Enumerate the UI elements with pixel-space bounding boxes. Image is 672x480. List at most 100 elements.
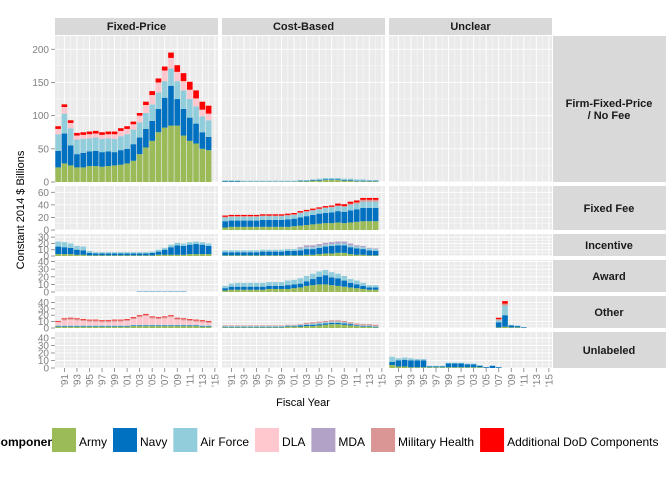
- bar-segment: [303, 249, 310, 255]
- bar-segment: [136, 325, 143, 327]
- bar-segment: [278, 282, 285, 286]
- bar-segment: [130, 324, 137, 326]
- legend-key: [371, 428, 396, 452]
- bar-segment: [266, 251, 272, 256]
- bar-segment: [168, 315, 174, 316]
- bar-segment: [316, 213, 322, 224]
- bar-segment: [278, 326, 285, 327]
- bar-segment: [186, 242, 193, 245]
- x-tick-label: '07: [160, 374, 171, 387]
- bar-segment: [80, 246, 87, 251]
- bar-segment: [341, 204, 348, 207]
- bar-segment: [228, 214, 235, 217]
- bar-segment: [341, 243, 348, 246]
- bar-segment: [174, 81, 181, 100]
- x-tick-label: '09: [173, 374, 184, 387]
- x-tick-label: '95: [252, 374, 263, 387]
- bar-segment: [92, 326, 99, 327]
- bar-segment: [199, 320, 206, 323]
- bar-segment: [174, 324, 181, 326]
- bar-segment: [266, 226, 272, 230]
- bar-segment: [130, 326, 137, 328]
- x-tick-label: '93: [72, 374, 83, 387]
- bar-segment: [347, 245, 354, 248]
- bar-segment: [149, 140, 155, 182]
- bar-segment: [86, 326, 93, 327]
- bar-segment: [186, 320, 193, 325]
- bar-segment: [228, 289, 235, 292]
- bar-segment: [111, 321, 118, 326]
- bar-segment: [322, 246, 329, 254]
- bar-segment: [433, 367, 439, 368]
- bar-segment: [67, 243, 74, 248]
- bar-segment: [464, 367, 471, 368]
- bar-segment: [259, 249, 266, 252]
- bar-segment: [149, 120, 155, 141]
- bar-segment: [80, 132, 87, 135]
- bar-segment: [124, 326, 130, 328]
- bar-segment: [61, 319, 68, 321]
- bar-segment: [111, 131, 118, 135]
- bar-segment: [222, 216, 228, 218]
- bar-segment: [193, 326, 199, 328]
- bar-segment: [366, 326, 373, 327]
- bar-segment: [272, 180, 279, 182]
- bar-segment: [341, 211, 348, 224]
- bar-segment: [285, 324, 291, 326]
- bar-segment: [99, 320, 105, 323]
- x-tick-label: '11: [185, 374, 196, 387]
- panel-background: [55, 332, 218, 368]
- bar-segment: [439, 365, 446, 367]
- bar-segment: [199, 132, 206, 149]
- bar-segment: [118, 252, 124, 254]
- bar-segment: [253, 252, 260, 256]
- row-strip: [553, 332, 666, 368]
- bar-segment: [366, 247, 373, 249]
- bar-segment: [291, 226, 297, 230]
- y-tick-label: 0: [43, 288, 49, 299]
- bar-segment: [335, 178, 341, 180]
- bar-segment: [74, 319, 80, 321]
- bar-segment: [508, 327, 515, 328]
- bar-segment: [228, 180, 235, 181]
- bar-segment: [408, 360, 414, 368]
- bar-segment: [401, 366, 408, 368]
- bar-segment: [285, 285, 291, 289]
- bar-segment: [322, 275, 329, 285]
- bar-segment: [193, 143, 199, 182]
- bar-segment: [353, 200, 360, 203]
- bar-segment: [452, 367, 458, 368]
- bar-segment: [347, 324, 354, 326]
- panel-background: [222, 332, 385, 368]
- bar-segment: [241, 325, 247, 327]
- bar-segment: [247, 252, 254, 256]
- bar-segment: [328, 253, 335, 256]
- bar-segment: [234, 214, 241, 217]
- bar-segment: [136, 137, 143, 155]
- bar-segment: [426, 366, 433, 368]
- bar-segment: [353, 323, 360, 325]
- bar-segment: [74, 325, 80, 327]
- bar-segment: [322, 213, 329, 224]
- bar-segment: [247, 214, 254, 217]
- bar-segment: [222, 181, 228, 182]
- bar-segment: [86, 321, 93, 326]
- bar-segment: [272, 288, 279, 292]
- x-tick-label: '03: [302, 374, 313, 387]
- bar-segment: [161, 81, 168, 98]
- bar-segment: [247, 327, 254, 328]
- bar-segment: [149, 325, 155, 327]
- x-tick-label: '99: [444, 374, 455, 387]
- bar-segment: [161, 254, 168, 256]
- bar-segment: [259, 326, 266, 327]
- bar-segment: [353, 245, 360, 247]
- bar-segment: [124, 163, 130, 182]
- bar-segment: [241, 214, 247, 217]
- bar-segment: [247, 250, 254, 253]
- bar-segment: [266, 216, 272, 220]
- bar-segment: [341, 180, 348, 182]
- bar-segment: [86, 166, 93, 182]
- bar-segment: [161, 324, 168, 326]
- bar-segment: [360, 181, 366, 182]
- bar-segment: [155, 254, 162, 256]
